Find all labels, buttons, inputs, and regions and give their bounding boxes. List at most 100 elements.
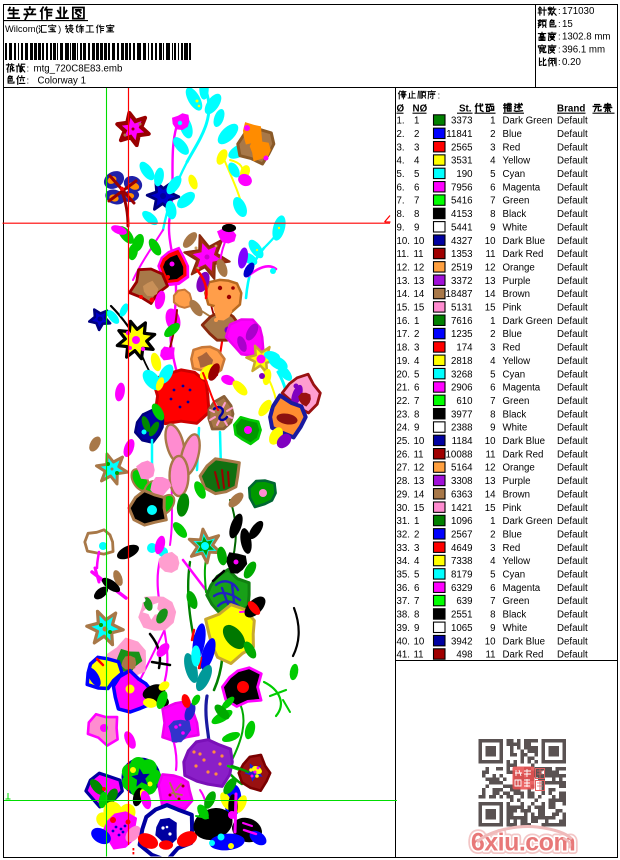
svg-text:639: 639 (456, 596, 472, 607)
svg-text:3.: 3. (397, 142, 405, 153)
svg-text:Default: Default (557, 623, 588, 634)
svg-text:2: 2 (414, 329, 419, 340)
svg-text:25.: 25. (397, 436, 410, 447)
svg-text:2: 2 (490, 329, 495, 340)
svg-text:6329: 6329 (451, 583, 473, 594)
svg-text:mtg_720C8E83.emb: mtg_720C8E83.emb (34, 64, 123, 75)
svg-text:4: 4 (414, 556, 420, 567)
svg-text:171030: 171030 (562, 6, 595, 17)
svg-text:6363: 6363 (451, 489, 473, 500)
svg-text:2565: 2565 (451, 142, 473, 153)
svg-text:22.: 22. (397, 396, 410, 407)
svg-text:36.: 36. (397, 583, 410, 594)
svg-text:2: 2 (490, 129, 495, 140)
svg-text:4: 4 (490, 556, 496, 567)
svg-text:Default: Default (557, 196, 588, 207)
svg-text:3: 3 (490, 142, 495, 153)
svg-text:Cyan: Cyan (503, 369, 526, 380)
svg-text:8: 8 (490, 610, 495, 621)
svg-text:St.: St. (459, 103, 472, 114)
svg-text:8.: 8. (397, 209, 405, 220)
svg-text:11: 11 (485, 249, 495, 260)
svg-text:Brown: Brown (503, 489, 530, 500)
svg-text:Default: Default (557, 329, 588, 340)
svg-text:7: 7 (414, 196, 419, 207)
svg-text:10: 10 (485, 436, 496, 447)
svg-text:18.: 18. (397, 343, 410, 354)
svg-text:4: 4 (490, 356, 496, 367)
svg-text:Default: Default (557, 423, 588, 434)
svg-text:Dark Green: Dark Green (503, 116, 553, 127)
svg-text:Default: Default (557, 142, 588, 153)
svg-text:4: 4 (414, 156, 420, 167)
svg-text:610: 610 (456, 396, 473, 407)
svg-text:7: 7 (490, 396, 495, 407)
svg-text:13: 13 (485, 276, 496, 287)
svg-text:27.: 27. (397, 463, 410, 474)
svg-text:Default: Default (557, 650, 588, 661)
svg-text:Yellow: Yellow (503, 156, 532, 167)
svg-text:6: 6 (490, 383, 495, 394)
svg-text:7338: 7338 (451, 556, 473, 567)
svg-text:17.: 17. (397, 329, 410, 340)
svg-text:7: 7 (490, 196, 495, 207)
svg-text:Blue: Blue (503, 129, 522, 140)
svg-text:37.: 37. (397, 596, 410, 607)
svg-text:Default: Default (557, 489, 588, 500)
svg-text:Dark Blue: Dark Blue (503, 236, 546, 247)
svg-text:7: 7 (414, 596, 419, 607)
svg-text:23.: 23. (397, 409, 410, 420)
svg-text:13: 13 (485, 476, 496, 487)
svg-text::: : (27, 64, 30, 75)
svg-text:Dark Green: Dark Green (503, 316, 553, 327)
svg-text:Default: Default (557, 436, 588, 447)
svg-text:Blue: Blue (503, 329, 522, 340)
svg-text:13.: 13. (397, 276, 410, 287)
svg-text:Default: Default (557, 503, 588, 514)
svg-text:Default: Default (557, 636, 588, 647)
svg-text:Brand: Brand (557, 103, 585, 114)
svg-text:1: 1 (490, 116, 495, 127)
svg-text:5: 5 (490, 369, 495, 380)
svg-text:11841: 11841 (446, 129, 472, 140)
svg-text:Dark Red: Dark Red (503, 650, 544, 661)
svg-text:Black: Black (503, 209, 527, 220)
svg-text:Default: Default (557, 556, 588, 567)
svg-text:1: 1 (490, 516, 495, 527)
svg-text:1: 1 (414, 116, 419, 127)
svg-text:6.: 6. (397, 182, 405, 193)
svg-text:28.: 28. (397, 476, 410, 487)
svg-text:4153: 4153 (451, 209, 473, 220)
svg-text:32.: 32. (397, 529, 410, 540)
svg-text:8: 8 (490, 209, 495, 220)
svg-text:Ø: Ø (397, 103, 405, 114)
svg-text:6: 6 (414, 383, 419, 394)
svg-text:6: 6 (490, 182, 495, 193)
svg-text:5: 5 (414, 169, 419, 180)
svg-text:14: 14 (485, 289, 496, 300)
svg-text:Dark Red: Dark Red (503, 449, 544, 460)
svg-text:Orange: Orange (503, 262, 535, 273)
svg-text:14.: 14. (397, 289, 410, 300)
svg-text:Default: Default (557, 409, 588, 420)
svg-text:Default: Default (557, 463, 588, 474)
svg-text:1.: 1. (397, 116, 405, 127)
svg-text:10: 10 (414, 636, 425, 647)
svg-text:Pink: Pink (503, 503, 522, 514)
svg-text:Dark Blue: Dark Blue (503, 636, 546, 647)
svg-text:Dark Red: Dark Red (503, 249, 544, 260)
svg-text:Magenta: Magenta (503, 383, 541, 394)
svg-text:3268: 3268 (451, 369, 473, 380)
svg-text:): ) (58, 24, 61, 34)
svg-text:3372: 3372 (451, 276, 473, 287)
svg-text:White: White (503, 222, 528, 233)
svg-text:3942: 3942 (451, 636, 473, 647)
svg-text:10: 10 (414, 236, 425, 247)
svg-text:1065: 1065 (451, 623, 473, 634)
svg-text:29.: 29. (397, 489, 410, 500)
svg-text:Pink: Pink (503, 303, 522, 314)
svg-text:1096: 1096 (451, 516, 473, 527)
svg-text:3977: 3977 (451, 409, 473, 420)
svg-text:12: 12 (414, 262, 425, 273)
svg-text:10: 10 (485, 236, 496, 247)
